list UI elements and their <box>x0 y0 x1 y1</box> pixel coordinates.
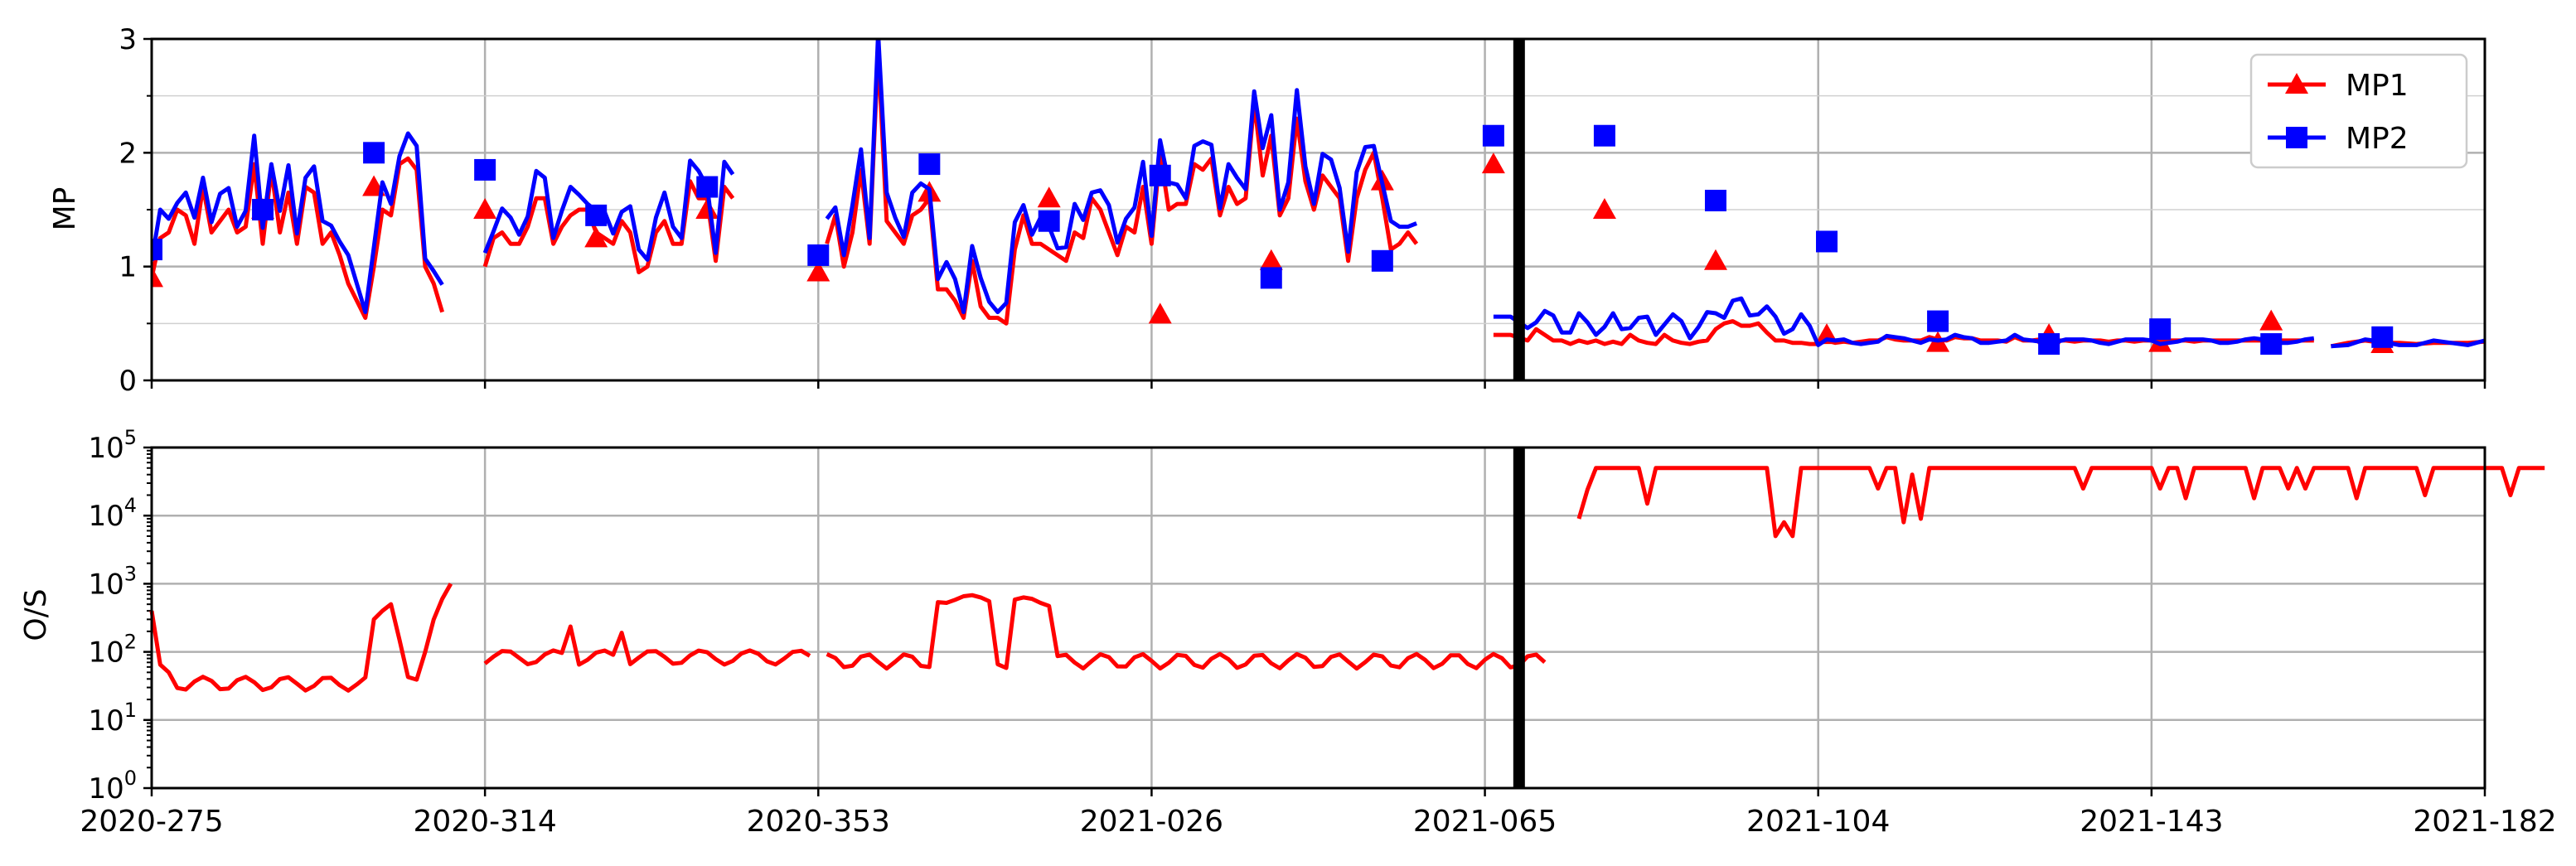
series-marker-mp2 <box>585 204 608 226</box>
series-marker-mp1 <box>1703 249 1727 270</box>
legend-label-mp2: MP2 <box>2346 122 2409 156</box>
series-marker-mp1 <box>2148 331 2172 352</box>
series-line-mp1 <box>152 48 2485 349</box>
series-marker-mp1 <box>1592 198 1616 219</box>
x-tick-label: 2021-065 <box>1413 805 1557 839</box>
os-y-tick-label: 103 <box>88 562 137 601</box>
series-marker-mp2 <box>1149 164 1171 186</box>
mp-plot-area <box>152 39 2485 356</box>
series-marker-mp1 <box>1037 186 1061 208</box>
mp-y-tick-label: 3 <box>119 23 137 56</box>
os-y-tick-label: 102 <box>88 631 137 670</box>
series-marker-mp2 <box>152 239 162 261</box>
x-tick-label: 2020-353 <box>747 805 890 839</box>
legend-marker-mp1 <box>2285 73 2308 94</box>
os-y-tick-label: 100 <box>88 767 137 806</box>
x-tick-label: 2021-143 <box>2080 805 2223 839</box>
series-marker-mp2 <box>1704 190 1726 212</box>
series-marker-mp2 <box>252 199 274 220</box>
x-tick-label: 2021-026 <box>1080 805 1223 839</box>
os-y-tick-label: 104 <box>88 494 137 533</box>
os-y-axis-label: O/S <box>19 588 53 641</box>
mp-legend: MP1 MP2 <box>2249 53 2468 169</box>
series-marker-mp2 <box>2371 326 2394 348</box>
series-marker-mp2 <box>474 158 496 181</box>
series-marker-mp1 <box>152 266 163 288</box>
os-grid: 100 101 102 103 104 105 <box>88 426 2486 806</box>
x-axis-ticks: 2020-275 2020-314 2020-353 2021-026 2021-065… <box>80 805 2556 839</box>
series-marker-mp2 <box>1260 267 1282 289</box>
series-marker-mp2 <box>918 153 941 176</box>
series-marker-mp2 <box>2149 318 2172 341</box>
series-marker-mp1 <box>1148 302 1172 324</box>
mp-frame <box>150 37 2486 382</box>
series-marker-mp2 <box>2260 333 2283 356</box>
x-tick-label: 2021-182 <box>2413 805 2556 839</box>
series-marker-mp2 <box>1371 249 1393 272</box>
legend-label-mp1: MP1 <box>2346 69 2409 103</box>
series-marker-mp2 <box>696 176 719 198</box>
series-marker-mp2 <box>807 244 830 266</box>
series-marker-mp2 <box>1482 124 1504 147</box>
os-series <box>149 466 2545 693</box>
mp-y-tick-label: 1 <box>119 251 137 284</box>
series-marker-mp1 <box>1259 249 1283 270</box>
mp-y-tick-label: 0 <box>119 365 137 398</box>
mp-axes-frame <box>150 37 2486 382</box>
mp-y-axis-label: MP <box>48 187 82 231</box>
series-marker-mp1 <box>695 198 719 219</box>
os-y-tick-label: 101 <box>88 699 137 738</box>
os-axes-frame <box>150 446 2486 790</box>
os-y-tick-label: 105 <box>88 426 137 465</box>
os-frame <box>150 446 2486 790</box>
series-marker-mp1 <box>806 260 830 282</box>
mp-series <box>152 39 2485 356</box>
series-marker-mp2 <box>1593 124 1615 147</box>
series-marker-mp2 <box>1816 230 1838 253</box>
os-series-line <box>149 466 2545 693</box>
series-marker-mp2 <box>363 142 385 164</box>
x-tick-label: 2021-104 <box>1746 805 1890 839</box>
series-marker-mp2 <box>1038 210 1060 232</box>
x-tick-label: 2020-314 <box>413 805 556 839</box>
series-marker-mp1 <box>1481 152 1505 174</box>
mp-panel: 0 1 2 3 MP MP1 MP2 <box>48 23 2486 398</box>
series-line-mp2 <box>152 39 2485 349</box>
series-marker-mp1 <box>584 226 608 248</box>
x-tick-label: 2020-275 <box>80 805 223 839</box>
series-marker-mp2 <box>1927 310 1949 332</box>
series-marker-mp1 <box>473 198 497 219</box>
series-marker-mp1 <box>2259 309 2283 331</box>
mp-y-tick-label: 2 <box>119 137 137 170</box>
legend-marker-mp2 <box>2286 127 2307 148</box>
series-marker-mp2 <box>2038 333 2060 356</box>
